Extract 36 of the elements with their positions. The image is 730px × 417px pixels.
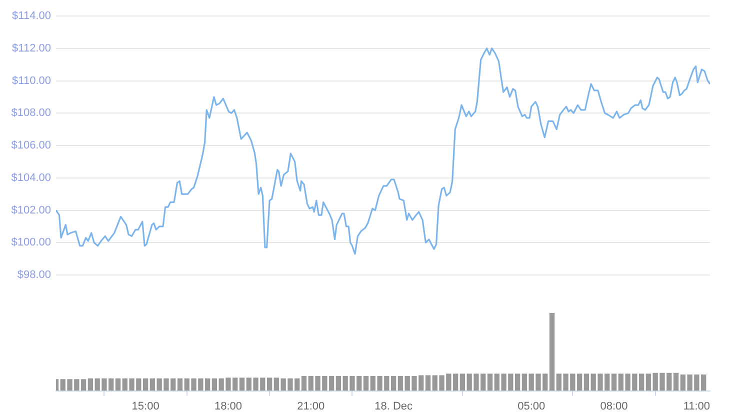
bar: [177, 378, 183, 391]
y-tick-label: $112.00: [12, 42, 51, 54]
y-tick-label: $108.00: [11, 107, 51, 120]
bar: [398, 376, 404, 391]
bar: [611, 374, 617, 391]
x-tick-label: 21:00: [297, 400, 325, 412]
x-tick-label: 18. Dec: [374, 400, 414, 412]
bar: [274, 378, 280, 391]
bar: [425, 375, 431, 391]
bar: [673, 372, 679, 391]
bar: [336, 376, 342, 391]
x-tick-label: 11:00: [683, 400, 710, 412]
y-tick-label: $98.00: [17, 269, 51, 282]
x-tick-label: 08:00: [600, 400, 628, 412]
bar: [115, 378, 121, 391]
bar: [487, 374, 493, 391]
bar: [549, 313, 555, 391]
y-tick-label: $106.00: [11, 140, 51, 152]
x-tick-label: 18:00: [214, 400, 242, 412]
y-tick-label: $104.00: [11, 172, 51, 184]
y-tick-label: $110.00: [12, 74, 51, 87]
x-tick-label: 05:00: [518, 400, 546, 412]
bar: [150, 378, 156, 391]
bar: [363, 376, 369, 391]
bar: [301, 376, 307, 391]
bar: [212, 378, 218, 391]
y-tick-label: $100.00: [11, 236, 51, 249]
y-tick-label: $102.00: [11, 204, 51, 216]
x-tick-label: 15:00: [132, 400, 160, 412]
y-tick-label: $114.00: [12, 10, 51, 22]
bar: [460, 374, 466, 391]
bar: [584, 374, 590, 391]
bar: [646, 374, 652, 391]
bar: [239, 378, 245, 391]
bar: [88, 378, 94, 391]
bar: [522, 374, 528, 391]
